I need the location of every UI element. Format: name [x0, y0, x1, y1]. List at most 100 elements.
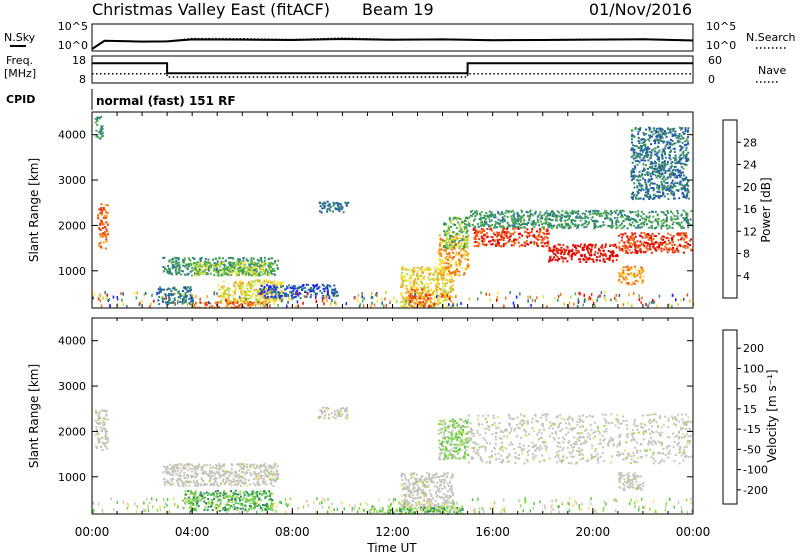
scatter-cell-3	[187, 272, 190, 275]
scatter-cell-18	[676, 176, 679, 179]
scatter-cell-13	[494, 213, 497, 216]
scatter-cell-6	[205, 301, 208, 304]
scatter-cell-9	[413, 269, 416, 272]
scatter-cell-5	[253, 289, 256, 292]
scatter-cell-13	[511, 224, 514, 227]
scatter-cell-ground	[436, 295, 438, 299]
scatter-cell-13	[491, 213, 494, 215]
scatter-cell-2	[185, 300, 188, 303]
scatter-cell-0	[103, 215, 106, 217]
scatter-cell-18	[682, 152, 685, 155]
scatter-cell-1	[195, 467, 198, 470]
scatter-cell-4	[215, 265, 218, 268]
scatter-cell-3	[207, 268, 210, 271]
scatter-cell-ground	[559, 292, 562, 296]
scatter-cell-13	[485, 221, 488, 224]
scatter-cell-9	[430, 289, 432, 292]
scatter-cell-18	[637, 130, 640, 133]
scatter-cell-16	[666, 251, 669, 254]
freq-label: Freq.	[6, 54, 33, 67]
scatter-cell-18	[663, 152, 666, 155]
scatter-cell-16	[652, 245, 655, 248]
scatter-cell-13	[631, 211, 634, 213]
scatter-cell-18	[675, 189, 678, 192]
scatter-cell-13	[482, 217, 485, 219]
scatter-cell-16	[684, 232, 687, 235]
scatter-cell-7	[319, 290, 322, 292]
scatter-cell-18	[655, 127, 658, 130]
scatter-cell-9	[427, 291, 430, 294]
scatter-cell-0	[101, 428, 104, 431]
scatter-cell-16	[624, 249, 627, 252]
scatter-cell-13	[573, 220, 576, 223]
scatter-cell-1	[164, 468, 167, 471]
scatter-cell-6	[247, 304, 250, 307]
scatter-cell-16	[647, 238, 650, 241]
scatter-cell-18	[633, 171, 636, 174]
scatter-cell-18	[671, 169, 674, 172]
scatter-cell-9	[402, 284, 405, 287]
scatter-cell-0	[96, 446, 99, 449]
scatter-cell-2	[167, 300, 170, 303]
scatter-cell-15	[603, 252, 606, 255]
scatter-cell-13	[628, 223, 631, 225]
scatter-cell-16	[659, 237, 662, 240]
scatter-cell-12	[449, 220, 452, 223]
scatter-cell-ground	[671, 304, 673, 308]
scatter-cell-1	[272, 473, 275, 476]
scatter-cell-0	[94, 419, 97, 422]
scatter-cell-18	[666, 193, 669, 195]
scatter-cell-13	[517, 222, 520, 225]
scatter-cell-13	[499, 222, 502, 225]
scatter-cell-12	[445, 230, 448, 233]
scatter-cell-11	[458, 274, 461, 277]
scatter-cell-13	[475, 210, 478, 213]
scatter-cell-1	[223, 474, 226, 477]
scatter-cell-1	[209, 475, 212, 477]
scatter-cell-1	[223, 463, 226, 466]
scatter-cell-3	[241, 272, 244, 275]
scatter-cell-15	[567, 253, 570, 256]
scatter-cell-11	[440, 254, 442, 257]
scatter-cell-1	[222, 478, 225, 481]
scatter-cell-7	[272, 289, 275, 292]
scatter-cell-3	[239, 262, 242, 265]
scatter-cell-13	[591, 216, 594, 219]
scatter-cell-18	[658, 186, 661, 189]
scatter-cell-16	[662, 238, 665, 241]
scatter-cell-11	[447, 262, 450, 265]
scatter-cell-4	[198, 264, 201, 266]
scatter-cell-11	[467, 267, 469, 269]
scatter-cell-18	[641, 141, 644, 144]
scatter-cell-13	[547, 226, 550, 229]
scatter-cell-18	[664, 163, 667, 165]
scatter-cell-18	[632, 191, 634, 194]
scatter-cell-0	[98, 418, 100, 421]
scatter-cell-12	[446, 247, 449, 250]
scatter-cell-7	[260, 289, 263, 292]
scatter-cell-1	[202, 483, 205, 486]
scatter-cell-5	[269, 296, 272, 299]
scatter-cell-13	[670, 216, 673, 219]
scatter-cell-13	[486, 214, 489, 217]
scatter-cell-13	[514, 218, 517, 221]
scatter-cell-11	[458, 270, 461, 273]
scatter-cell-9	[445, 294, 448, 297]
scatter-cell-11	[467, 263, 470, 266]
scatter-cell-1	[214, 463, 217, 466]
scatter-cell-12	[447, 232, 450, 235]
scatter-cell-3	[276, 266, 279, 269]
scatter-cell-18	[656, 134, 659, 137]
scatter-cell-5	[220, 286, 223, 289]
scatter-cell-9	[434, 270, 437, 273]
scatter-cell-5	[265, 287, 268, 290]
scatter-cell-12	[454, 224, 456, 226]
scatter-cell-18	[651, 165, 654, 168]
scatter-cell-18	[644, 181, 647, 184]
scatter-cell-9	[409, 269, 412, 272]
scatter-cell-3	[177, 258, 180, 261]
scatter-cell-1	[273, 480, 276, 483]
scatter-cell-13	[556, 219, 559, 222]
scatter-cell-6	[262, 303, 265, 306]
scatter-cell-14	[473, 236, 476, 239]
